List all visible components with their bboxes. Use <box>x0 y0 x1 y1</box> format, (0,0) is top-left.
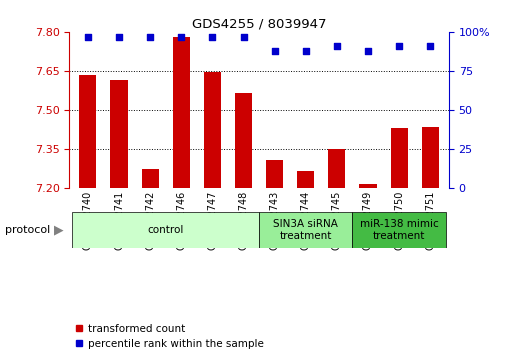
Point <box>240 34 248 39</box>
Point <box>302 48 310 53</box>
Bar <box>142 170 159 188</box>
Bar <box>352 212 446 248</box>
Bar <box>390 128 408 188</box>
Bar <box>422 127 439 188</box>
Point <box>84 34 92 39</box>
Legend: transformed count, percentile rank within the sample: transformed count, percentile rank withi… <box>74 324 264 349</box>
Bar <box>204 72 221 188</box>
Point <box>177 34 185 39</box>
Point <box>426 43 435 49</box>
Bar <box>259 212 352 248</box>
Bar <box>110 80 128 188</box>
Text: SIN3A siRNA
treatment: SIN3A siRNA treatment <box>273 219 338 241</box>
Point <box>270 48 279 53</box>
Point <box>115 34 123 39</box>
Text: miR-138 mimic
treatment: miR-138 mimic treatment <box>360 219 439 241</box>
Bar <box>297 171 314 188</box>
Bar <box>72 212 259 248</box>
Bar <box>80 75 96 188</box>
Bar <box>173 37 190 188</box>
Bar <box>235 93 252 188</box>
Point <box>395 43 403 49</box>
Title: GDS4255 / 8039947: GDS4255 / 8039947 <box>192 18 326 31</box>
Bar <box>328 149 345 188</box>
Text: ▶: ▶ <box>54 224 64 236</box>
Point <box>364 48 372 53</box>
Text: control: control <box>148 225 184 235</box>
Bar <box>266 160 283 188</box>
Bar <box>360 184 377 188</box>
Point <box>333 43 341 49</box>
Text: protocol: protocol <box>5 225 50 235</box>
Point <box>208 34 216 39</box>
Point <box>146 34 154 39</box>
